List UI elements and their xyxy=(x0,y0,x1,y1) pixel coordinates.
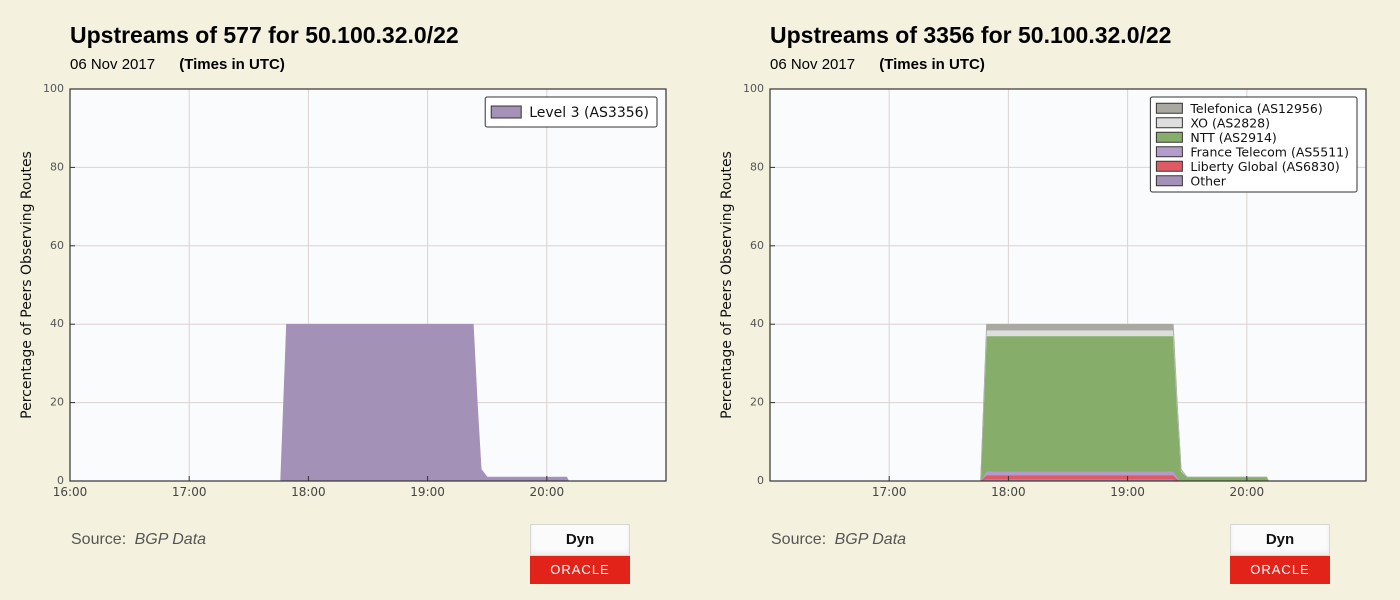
area-chart-577: 0 20 40 60 80 100 16:00 17:00 18:00 19:00 20:00 Per… xyxy=(19,82,667,499)
legend-swatch xyxy=(1155,102,1183,114)
x-tick-label: 20:00 xyxy=(530,485,565,499)
legend-swatch xyxy=(490,105,522,119)
chart-date: 06 Nov 2017 xyxy=(70,56,156,73)
legend-label: Level 3 (AS3356) xyxy=(529,105,649,121)
legend-swatch xyxy=(1155,175,1183,187)
legend-swatch xyxy=(1155,131,1183,143)
x-tick-label: 19:00 xyxy=(1110,485,1145,499)
source-value: BGP Data xyxy=(834,531,907,548)
x-tick-label: 17:00 xyxy=(172,485,207,499)
y-tick-label: 100 xyxy=(43,82,64,95)
legend-label: Telefonica (AS12956) xyxy=(1189,101,1322,116)
series-areas xyxy=(770,323,1366,482)
chart-panel-left: Upstreams of 577 for 50.100.32.0/22 06 N… xyxy=(19,22,667,584)
y-axis-label: Percentage of Peers Observing Routes xyxy=(719,151,735,419)
legend-label: Liberty Global (AS6830) xyxy=(1190,159,1339,174)
oracle-logo-text: ORACLE xyxy=(530,556,630,584)
y-tick-label: 100 xyxy=(743,82,764,95)
chart-subtitle: 06 Nov 2017 (Times in UTC) xyxy=(70,56,285,73)
legend-label: NTT (AS2914) xyxy=(1190,130,1276,145)
x-tick-label: 18:00 xyxy=(991,485,1026,499)
legend-frame xyxy=(484,96,658,128)
x-tick-label: 19:00 xyxy=(410,485,445,499)
plot-frame xyxy=(69,88,667,482)
area-chart-3356: 0 20 40 60 80 100 17:00 18:00 19:00 20:00 Percenta… xyxy=(719,82,1367,499)
y-tick-label: 20 xyxy=(50,396,64,409)
chart-date: 06 Nov 2017 xyxy=(770,56,856,73)
source-label: Source: xyxy=(71,531,127,548)
x-tick-label: 20:00 xyxy=(1230,485,1265,499)
chart-panel-right: Upstreams of 3356 for 50.100.32.0/22 06 … xyxy=(700,0,1400,600)
source-line: Source: BGP Data xyxy=(71,531,206,549)
chart-title: Upstreams of 577 for 50.100.32.0/22 xyxy=(70,22,459,48)
legend-frame xyxy=(1149,96,1358,193)
y-axis-label: Percentage of Peers Observing Routes xyxy=(19,151,35,419)
chart-title: Upstreams of 3356 for 50.100.32.0/22 xyxy=(770,22,1172,48)
x-tick-label: 17:00 xyxy=(872,485,907,499)
y-tick-label: 80 xyxy=(750,160,764,173)
y-tick-label: 0 xyxy=(757,474,764,487)
legend-label: XO (AS2828) xyxy=(1190,115,1270,130)
legend: Telefonica (AS12956)XO (AS2828)NTT (AS29… xyxy=(1149,96,1358,193)
plot-frame xyxy=(769,88,1367,482)
legend-label: France Telecom (AS5511) xyxy=(1190,144,1349,159)
legend-swatch xyxy=(1155,117,1183,129)
oracle-logo-text: ORACLE xyxy=(1230,556,1330,584)
legend-label: Other xyxy=(1190,173,1226,188)
x-tick-label: 16:00 xyxy=(53,485,88,499)
x-tick-label: 18:00 xyxy=(291,485,326,499)
dyn-oracle-logo: Dyn ORACLE xyxy=(530,524,630,584)
legend-swatch xyxy=(1155,146,1183,158)
dyn-logo-text: Dyn xyxy=(530,524,630,556)
dyn-logo-text: Dyn xyxy=(1230,524,1330,556)
timezone-note: (Times in UTC) xyxy=(879,56,985,73)
source-label: Source: xyxy=(771,531,827,548)
timezone-note: (Times in UTC) xyxy=(179,56,285,73)
y-tick-label: 0 xyxy=(57,474,64,487)
chart-subtitle: 06 Nov 2017 (Times in UTC) xyxy=(770,56,985,73)
y-tick-label: 40 xyxy=(50,317,64,330)
y-tick-label: 40 xyxy=(750,317,764,330)
legend: Level 3 (AS3356) xyxy=(484,96,658,128)
y-tick-label: 60 xyxy=(50,239,64,252)
source-line: Source: BGP Data xyxy=(771,531,906,549)
legend-swatch xyxy=(1155,160,1183,172)
source-value: BGP Data xyxy=(134,531,207,548)
area-series-telefonica-as12956 xyxy=(770,323,1366,482)
dyn-oracle-logo: Dyn ORACLE xyxy=(1230,524,1330,584)
y-tick-label: 80 xyxy=(50,160,64,173)
y-tick-label: 60 xyxy=(750,239,764,252)
y-tick-label: 20 xyxy=(750,396,764,409)
